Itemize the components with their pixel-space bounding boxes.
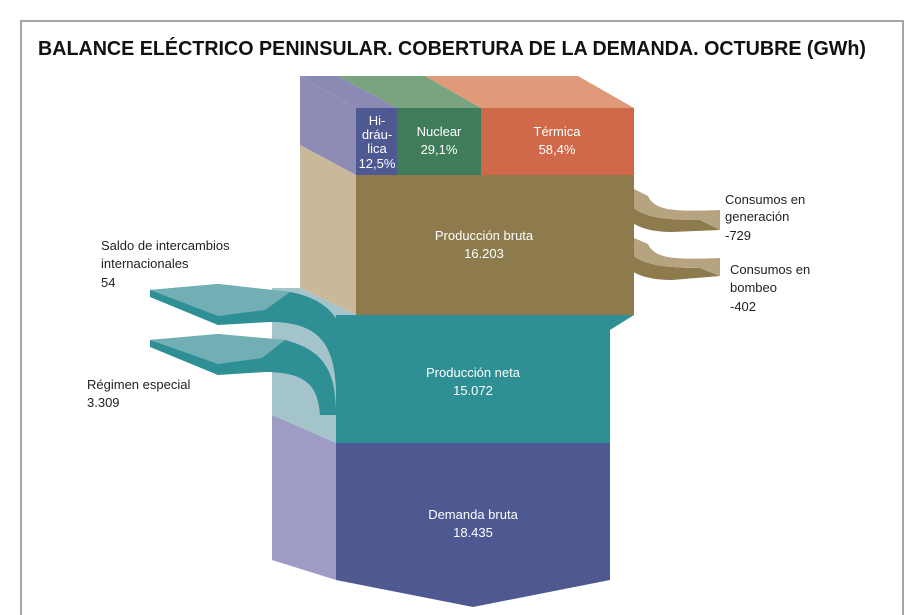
label: bombeo — [730, 280, 777, 295]
value: 16.203 — [464, 246, 504, 261]
label: Nuclear — [417, 124, 462, 139]
label: Consumos en — [730, 262, 810, 277]
label: lica — [367, 141, 387, 156]
label: Hi- — [369, 113, 386, 128]
hidraulica-block — [356, 108, 397, 175]
label: Producción bruta — [435, 228, 534, 243]
value: -402 — [730, 299, 756, 314]
label: Producción neta — [426, 365, 521, 380]
ribbon — [620, 232, 720, 276]
ribbon — [620, 182, 720, 230]
label: internacionales — [101, 256, 189, 271]
produccion-neta-block — [336, 315, 634, 443]
termica-block — [481, 108, 634, 175]
demanda-bruta-block — [336, 443, 610, 607]
ribbon — [620, 232, 720, 280]
label: Saldo de intercambios — [101, 238, 230, 253]
value: 29,1% — [421, 142, 458, 157]
value: 3.309 — [87, 395, 120, 410]
side-face — [272, 415, 336, 580]
label: Térmica — [534, 124, 582, 139]
value: 58,4% — [539, 142, 576, 157]
ribbon — [620, 182, 720, 232]
top-face — [338, 76, 481, 108]
value: -729 — [725, 228, 751, 243]
value: 12,5% — [359, 156, 396, 171]
ribbon — [150, 334, 285, 364]
side-face — [300, 76, 356, 175]
nuclear-block — [397, 108, 481, 175]
ribbon — [150, 284, 290, 316]
top-face — [300, 76, 397, 108]
value: 54 — [101, 275, 115, 290]
label: dráu- — [362, 127, 392, 142]
value: 18.435 — [453, 525, 493, 540]
label: Demanda bruta — [428, 507, 518, 522]
value: 15.072 — [453, 383, 493, 398]
label: Régimen especial — [87, 377, 190, 392]
label: generación — [725, 209, 789, 224]
ribbon — [150, 284, 352, 395]
side-face — [300, 145, 356, 315]
label: Consumos en — [725, 192, 805, 207]
produccion-bruta-block — [356, 175, 634, 315]
title: BALANCE ELÉCTRICO PENINSULAR. COBERTURA … — [38, 37, 866, 60]
top-face — [425, 76, 634, 108]
